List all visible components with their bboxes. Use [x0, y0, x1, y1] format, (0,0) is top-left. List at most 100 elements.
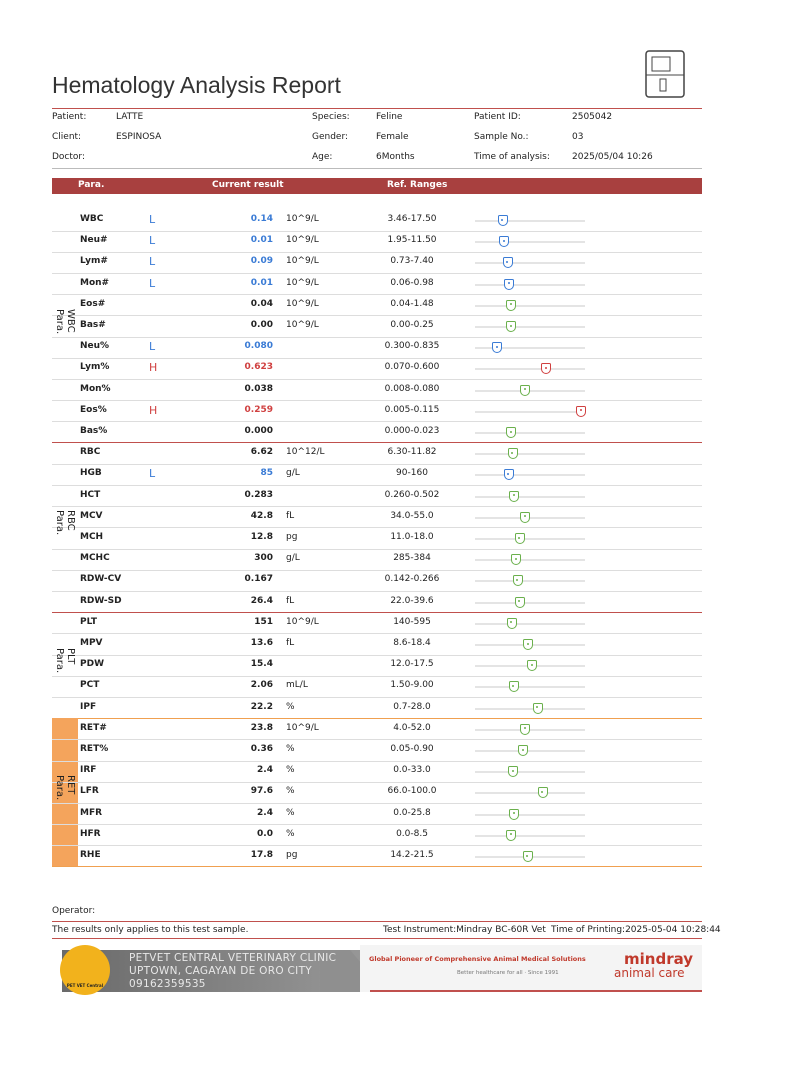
range-marker [509, 490, 520, 502]
ref-range: 3.46-17.50 [387, 214, 437, 224]
unit: pg [286, 850, 298, 860]
ret-band [52, 717, 78, 867]
range-marker [537, 787, 548, 799]
result-value: 0.259 [244, 404, 273, 415]
row-separator [52, 421, 702, 423]
parameter-name: HGB [80, 468, 102, 479]
row-separator [52, 781, 702, 783]
row-separator [52, 294, 702, 296]
result-flag: L [149, 276, 156, 290]
range-track [475, 368, 585, 371]
group-rule [52, 717, 702, 719]
parameter-name: RBC [80, 447, 101, 458]
parameter-name: PDW [80, 659, 104, 670]
group-rule [52, 866, 702, 868]
parameter-name: RDW-SD [80, 595, 122, 606]
clinic-line: UPTOWN, CAGAYAN DE ORO CITY [129, 965, 312, 977]
info-value: 03 [572, 132, 584, 142]
ref-range: 0.300-0.835 [384, 341, 440, 352]
unit: pg [286, 532, 298, 542]
result-flag: H [149, 403, 158, 417]
analyzer-icon [645, 50, 685, 98]
info-label: Time of analysis: [474, 152, 550, 162]
range-marker [497, 215, 508, 226]
info-value: 2025/05/04 10:26 [572, 152, 653, 162]
ref-range: 0.04-1.48 [390, 298, 434, 309]
range-marker [541, 363, 552, 375]
result-value: 0.623 [244, 362, 273, 373]
unit: % [286, 701, 295, 712]
range-marker [514, 533, 525, 544]
range-track [475, 241, 585, 244]
parameter-name: HFR [80, 828, 101, 839]
brand-underline [370, 990, 702, 992]
range-marker [522, 851, 533, 862]
range-marker [492, 342, 503, 354]
info-value: ESPINOSA [116, 132, 162, 142]
result-value: 0.000 [244, 426, 273, 436]
row-separator [52, 845, 702, 847]
instrument: Test Instrument:Mindray BC-60R Vet [383, 925, 546, 935]
row-separator [52, 230, 702, 232]
row-separator [52, 569, 702, 571]
result-value: 6.62 [250, 447, 273, 458]
range-marker [520, 511, 531, 523]
row-separator [52, 400, 702, 402]
unit: % [286, 807, 295, 818]
result-value: 97.6 [250, 786, 273, 797]
ref-range: 0.000-0.023 [384, 426, 440, 436]
range-marker [502, 257, 513, 269]
clinic-line: 09162359535 [129, 978, 206, 990]
brand-band [360, 945, 702, 992]
range-track [475, 834, 585, 837]
ref-range: 12.0-17.5 [390, 659, 434, 670]
info-rule [52, 168, 702, 169]
column-header: Ref. Ranges [387, 180, 448, 190]
range-marker [512, 575, 523, 587]
ref-range: 1.50-9.00 [390, 680, 434, 691]
ref-range: 66.0-100.0 [387, 786, 437, 797]
result-value: 0.01 [250, 235, 273, 246]
result-value: 22.2 [250, 701, 273, 712]
parameter-name: Neu# [80, 235, 108, 246]
result-value: 0.038 [244, 383, 273, 394]
range-marker [506, 427, 516, 438]
range-marker [527, 660, 538, 672]
range-track [475, 347, 585, 350]
range-marker [499, 236, 510, 248]
table-header-bar [52, 178, 702, 194]
row-separator [52, 357, 702, 359]
parameter-name: RHE [80, 850, 101, 860]
row-separator [52, 336, 702, 338]
unit: % [286, 828, 295, 839]
row-separator [52, 591, 702, 592]
range-track [475, 304, 585, 307]
row-separator [52, 675, 702, 677]
clinic-logo [60, 945, 110, 995]
result-value: 300 [254, 553, 273, 564]
parameter-name: Lym# [80, 256, 108, 267]
parameter-name: Lym% [80, 362, 110, 373]
ref-range: 0.260-0.502 [384, 489, 440, 500]
row-separator [52, 463, 702, 465]
parameter-name: Eos% [80, 404, 107, 415]
logo-text: PET VET Central [66, 983, 104, 988]
range-marker [504, 278, 515, 290]
footer-rule-2 [52, 938, 702, 939]
tagline: Better healthcare for all · Since 1991 [457, 970, 559, 976]
range-marker [506, 829, 516, 841]
range-track [475, 495, 585, 498]
unit: % [286, 786, 295, 797]
ref-range: 0.06-0.98 [390, 277, 434, 288]
ref-range: 1.95-11.50 [387, 235, 437, 246]
row-separator [52, 760, 702, 762]
range-track [475, 813, 585, 816]
row-separator [52, 315, 702, 317]
ref-range: 4.0-52.0 [393, 722, 431, 733]
ref-range: 0.142-0.266 [384, 574, 440, 585]
row-separator [52, 654, 702, 656]
result-value: 151 [254, 616, 273, 627]
result-value: 0.167 [244, 574, 273, 585]
ref-range: 8.6-18.4 [393, 638, 431, 648]
